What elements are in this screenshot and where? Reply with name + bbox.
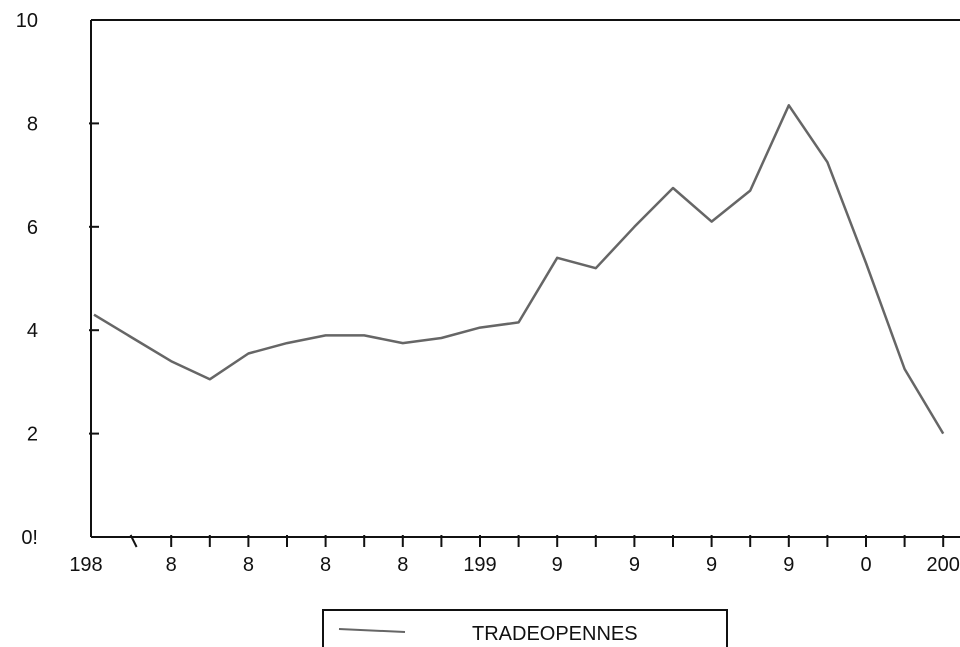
x-tick-label: 198 [69, 554, 102, 576]
x-tick-label: 8 [397, 554, 408, 576]
x-tick-label: 9 [552, 554, 563, 576]
legend-swatch-tradeopennes [338, 628, 406, 633]
x-tick-label: 199 [463, 554, 496, 576]
legend-label-tradeopennes: TRADEOPENNES [472, 623, 638, 645]
x-tick-label: 9 [706, 554, 717, 576]
x-tick-label: 8 [166, 554, 177, 576]
y-tick-label: 6 [27, 217, 38, 239]
y-tick-label: 2 [27, 424, 38, 446]
x-tick-label: 9 [783, 554, 794, 576]
x-tick-label: 8 [320, 554, 331, 576]
x-tick-label: 8 [243, 554, 254, 576]
y-tick-label: 0! [21, 527, 38, 549]
y-axis-ticks: 0! 2 4 6 8 10 [16, 10, 99, 549]
x-tick-label: 0 [860, 554, 871, 576]
y-tick-label: 8 [27, 113, 38, 135]
x-axis-ticks: 198 8 8 8 8 199 9 9 9 9 0 200 [69, 534, 960, 576]
x-tick-label: 200 [927, 554, 960, 576]
y-tick-label: 10 [16, 10, 38, 32]
y-tick-label: 4 [27, 320, 38, 342]
legend-box [322, 609, 728, 647]
series-line-tradeopennes [93, 104, 945, 435]
x-tick-label: 9 [629, 554, 640, 576]
chart-legend: TRADEOPENNES [322, 609, 728, 647]
